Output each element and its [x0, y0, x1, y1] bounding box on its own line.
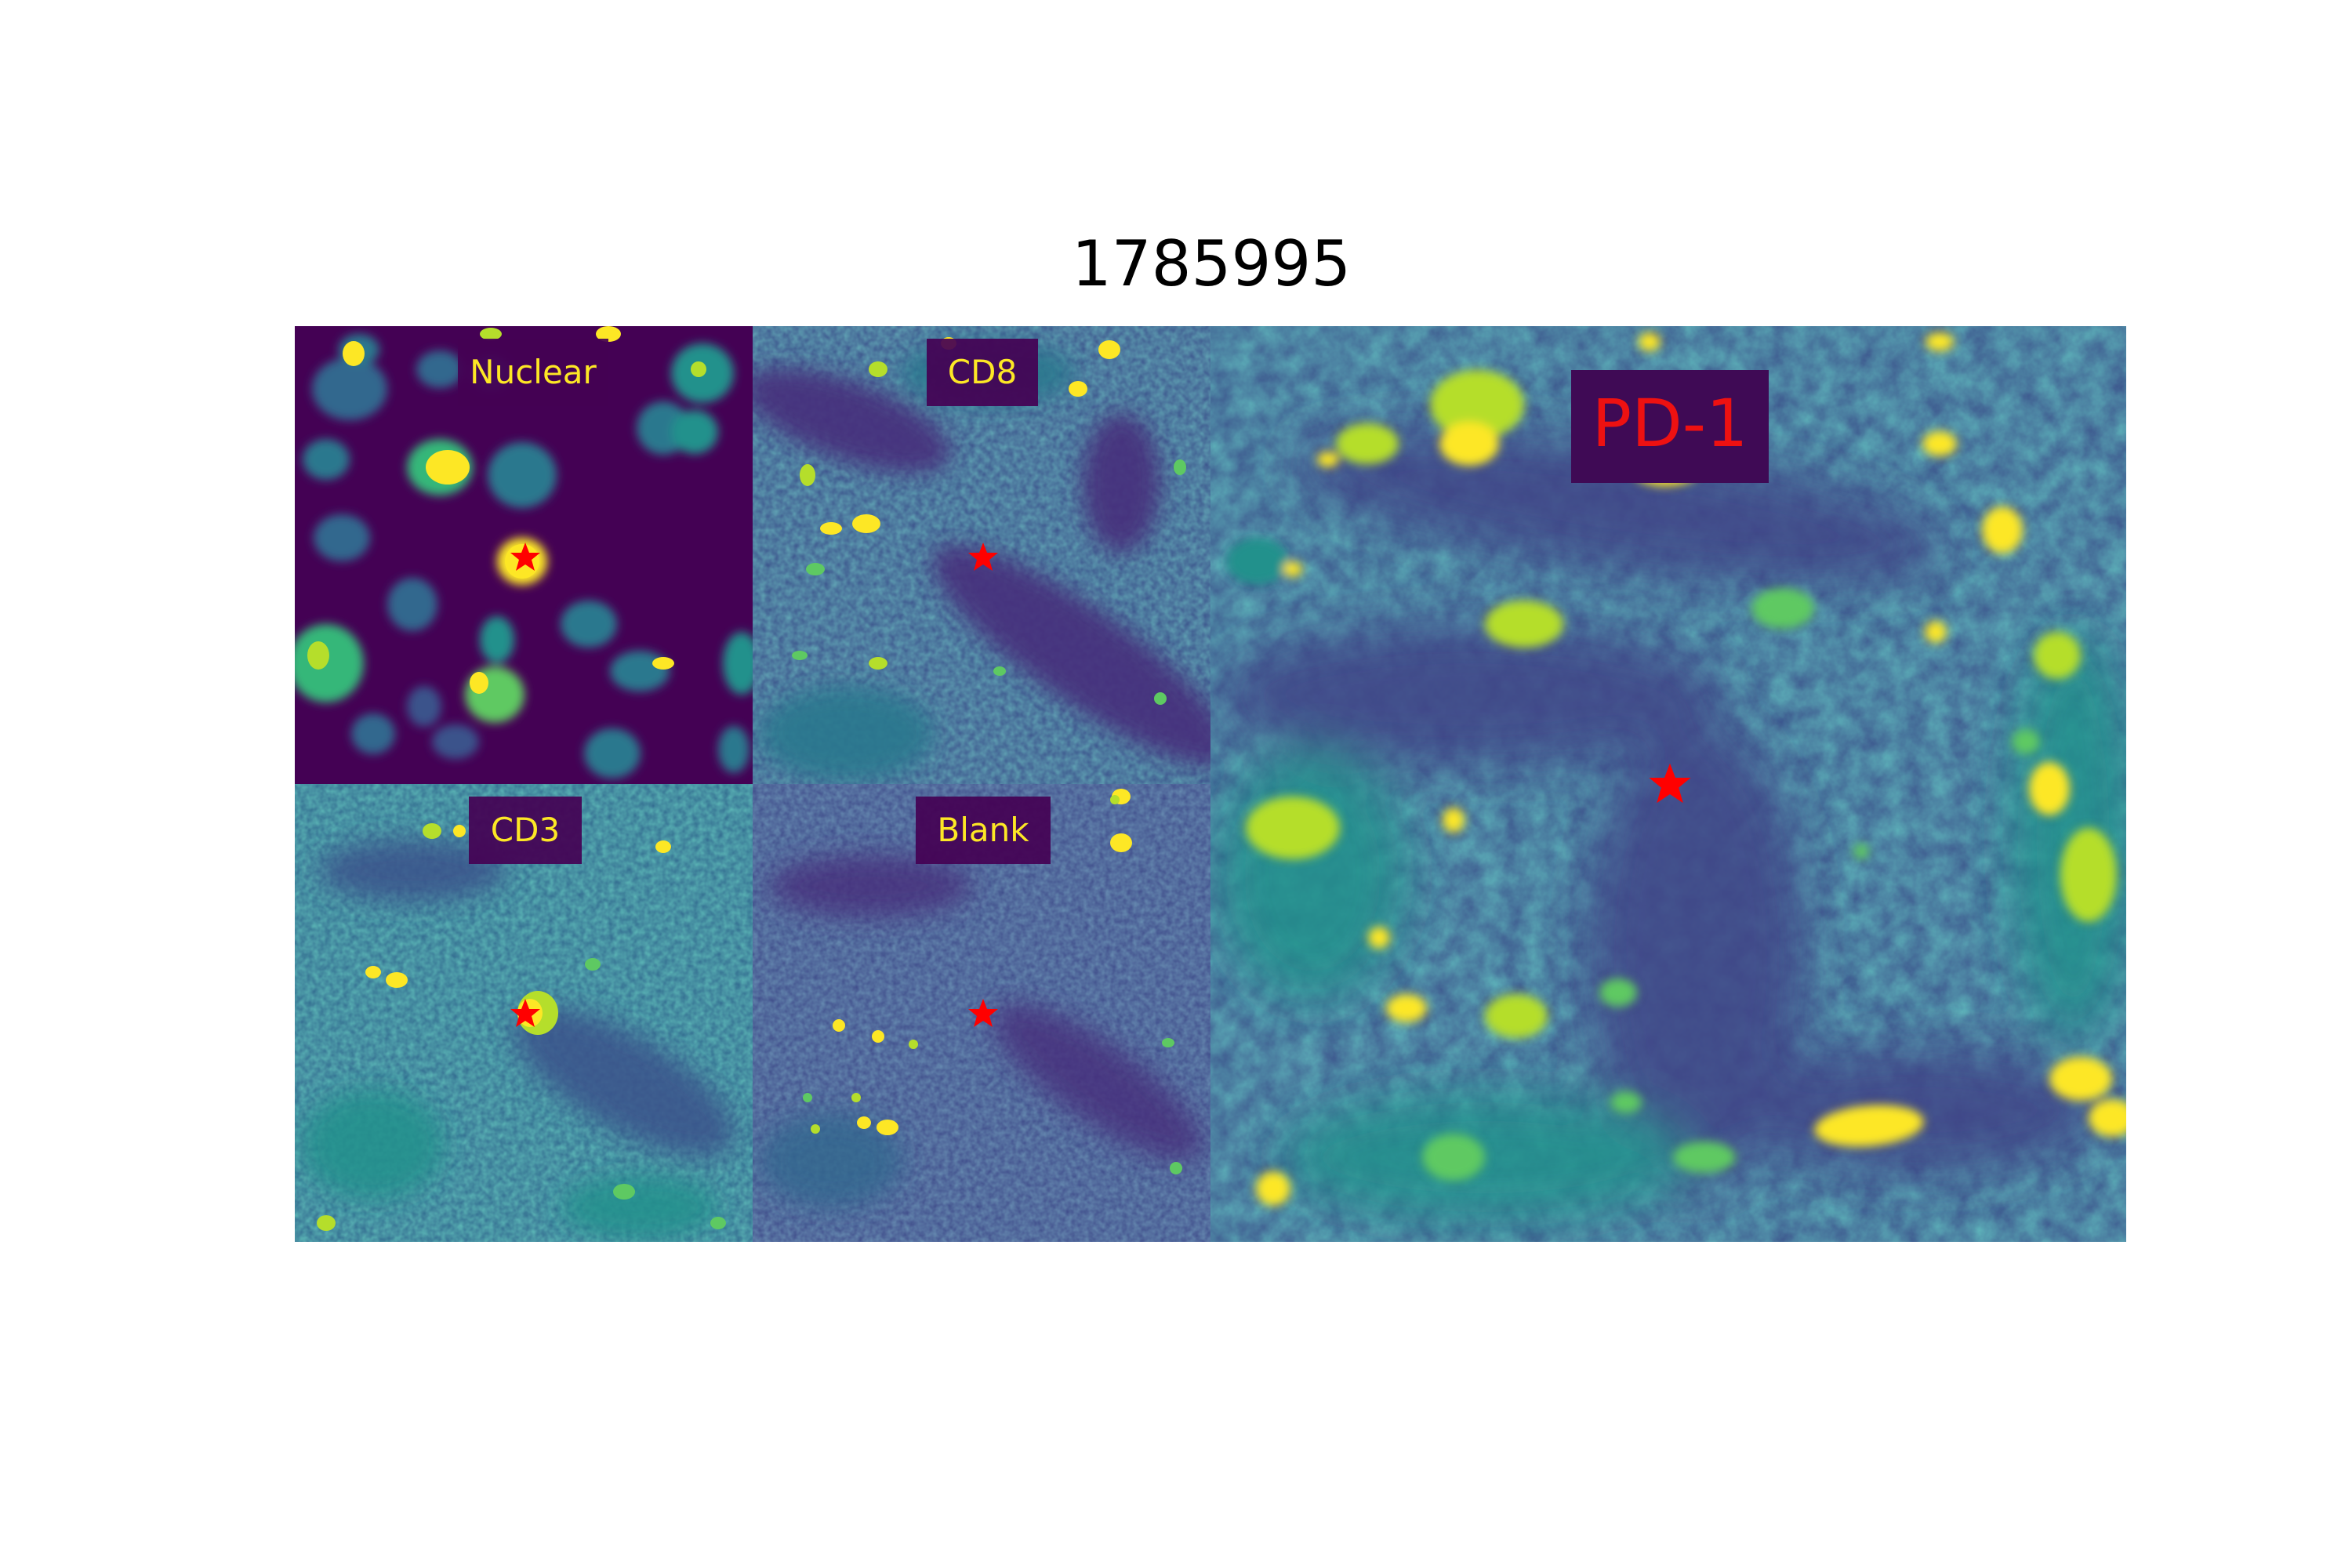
star-icon	[510, 999, 540, 1027]
panel-label-nuclear: Nuclear	[458, 339, 608, 406]
star-icon	[968, 999, 998, 1027]
panel-label-pd1: PD-1	[1571, 370, 1769, 483]
panel-cd3	[295, 784, 753, 1242]
cd3-image	[295, 784, 753, 1242]
panel-label-cd8: CD8	[927, 339, 1038, 406]
panel-blank	[753, 784, 1210, 1242]
figure-title: 1785995	[1071, 227, 1352, 300]
blank-image	[753, 784, 1210, 1242]
star-icon	[1649, 763, 1691, 804]
star-icon	[510, 543, 540, 571]
panel-label-cd3: CD3	[469, 797, 582, 864]
star-icon	[968, 543, 998, 571]
panel-label-blank: Blank	[916, 797, 1051, 864]
